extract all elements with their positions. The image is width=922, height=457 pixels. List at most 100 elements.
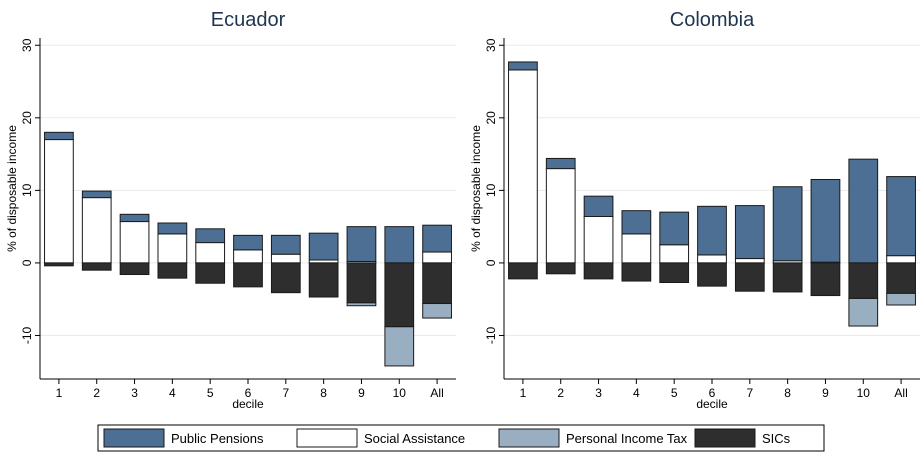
x-tick-label: 8	[784, 386, 791, 400]
legend-swatch-public-pensions	[103, 428, 165, 448]
y-tick-label: 30	[20, 38, 34, 52]
bar-public-pensions-all	[422, 224, 452, 253]
bar-social-assistance-6	[233, 249, 263, 264]
bar-sics-4	[157, 262, 188, 279]
x-tick-label: All	[430, 386, 443, 400]
bar-social-assistance-2	[545, 168, 576, 264]
y-tick-label: 0	[20, 259, 34, 266]
x-tick-label: 4	[633, 386, 640, 400]
bar-public-pensions-4	[157, 222, 188, 235]
bar-social-assistance-4	[621, 233, 652, 264]
x-tick-label: 5	[207, 386, 214, 400]
bar-public-pensions-9	[346, 226, 377, 262]
x-tick-label: 4	[169, 386, 176, 400]
bar-sics-7	[734, 262, 765, 292]
bar-public-pensions-4	[621, 210, 652, 235]
x-tick-label: 5	[671, 386, 678, 400]
bar-social-assistance-7	[270, 253, 301, 264]
x-tick-label: 3	[131, 386, 138, 400]
bar-personal-income-tax-10	[848, 297, 879, 327]
bar-sics-10	[384, 262, 415, 328]
legend: Public Pensions Social Assistance Personal…	[97, 424, 825, 452]
y-axis-label: % of disposable income	[469, 125, 483, 252]
bar-sics-4	[621, 262, 652, 282]
x-tick-label: 6	[709, 386, 716, 400]
x-tick-label: All	[894, 386, 907, 400]
bar-social-assistance-all	[886, 255, 916, 264]
bar-public-pensions-3	[583, 195, 614, 217]
y-tick-label: 20	[20, 111, 34, 125]
x-axis-label: decile	[232, 397, 264, 411]
y-tick-label: -10	[484, 326, 498, 344]
bar-public-pensions-5	[195, 228, 226, 244]
bar-public-pensions-7	[734, 205, 765, 260]
bar-social-assistance-7	[734, 258, 765, 264]
legend-label-sics: SICs	[762, 431, 791, 446]
bar-sics-10	[848, 262, 879, 299]
y-tick-label: -10	[20, 326, 34, 344]
bar-public-pensions-1	[44, 131, 74, 141]
bar-personal-income-tax-9	[346, 302, 377, 307]
bar-public-pensions-all	[886, 176, 916, 257]
bar-social-assistance-4	[157, 233, 188, 264]
x-tick-label: 7	[746, 386, 753, 400]
chart-title: Colombia	[670, 9, 755, 31]
x-tick-label: 6	[245, 386, 252, 400]
bar-public-pensions-9	[810, 178, 841, 263]
bar-sics-all	[422, 262, 452, 305]
x-tick-label: 10	[393, 386, 407, 400]
x-tick-label: 8	[320, 386, 327, 400]
bar-social-assistance-1	[44, 139, 74, 264]
bar-social-assistance-3	[583, 215, 614, 264]
legend-swatch-sics	[694, 428, 756, 448]
bar-public-pensions-2	[545, 157, 576, 170]
legend-label-personal-income-tax: Personal Income Tax	[566, 431, 688, 446]
x-tick-label: 1	[56, 386, 63, 400]
bar-public-pensions-8	[772, 186, 803, 262]
x-tick-label: 2	[557, 386, 564, 400]
y-tick-label: 10	[484, 183, 498, 197]
legend-label-public-pensions: Public Pensions	[171, 431, 264, 446]
bar-public-pensions-7	[270, 234, 301, 255]
y-tick-label: 0	[484, 259, 498, 266]
x-tick-label: 1	[520, 386, 527, 400]
x-axis-label: decile	[696, 397, 728, 411]
bar-social-assistance-2	[81, 197, 112, 264]
bar-social-assistance-all	[422, 251, 452, 264]
bar-social-assistance-5	[195, 242, 226, 264]
bar-social-assistance-5	[659, 244, 690, 264]
bar-sics-7	[270, 262, 301, 294]
y-tick-label: 10	[20, 183, 34, 197]
y-tick-label: 30	[484, 38, 498, 52]
bar-social-assistance-3	[119, 221, 150, 264]
bar-personal-income-tax-10	[384, 326, 415, 367]
x-tick-label: 10	[857, 386, 871, 400]
bar-sics-all	[886, 262, 916, 294]
bar-public-pensions-6	[697, 205, 727, 256]
x-tick-label: 9	[822, 386, 829, 400]
legend-swatch-personal-income-tax	[498, 428, 560, 448]
bar-sics-8	[308, 262, 339, 298]
bar-sics-1	[44, 262, 74, 267]
bar-sics-9	[346, 262, 377, 304]
bar-sics-9	[810, 262, 841, 297]
bar-sics-2	[81, 262, 112, 271]
bar-public-pensions-10	[848, 158, 879, 264]
bar-personal-income-tax-all	[422, 303, 452, 319]
bar-sics-3	[583, 262, 614, 280]
bar-sics-5	[195, 262, 226, 284]
legend-swatch-social-assistance	[296, 428, 358, 448]
bar-personal-income-tax-all	[886, 292, 916, 306]
bar-sics-5	[659, 262, 690, 284]
bar-public-pensions-10	[384, 226, 415, 264]
y-axis-label: % of disposable income	[5, 125, 19, 252]
bar-social-assistance-6	[697, 254, 727, 264]
bar-sics-6	[233, 262, 263, 288]
bar-social-assistance-1	[508, 69, 538, 264]
y-tick-label: 20	[484, 111, 498, 125]
x-tick-label: 9	[358, 386, 365, 400]
bar-sics-3	[119, 262, 150, 276]
